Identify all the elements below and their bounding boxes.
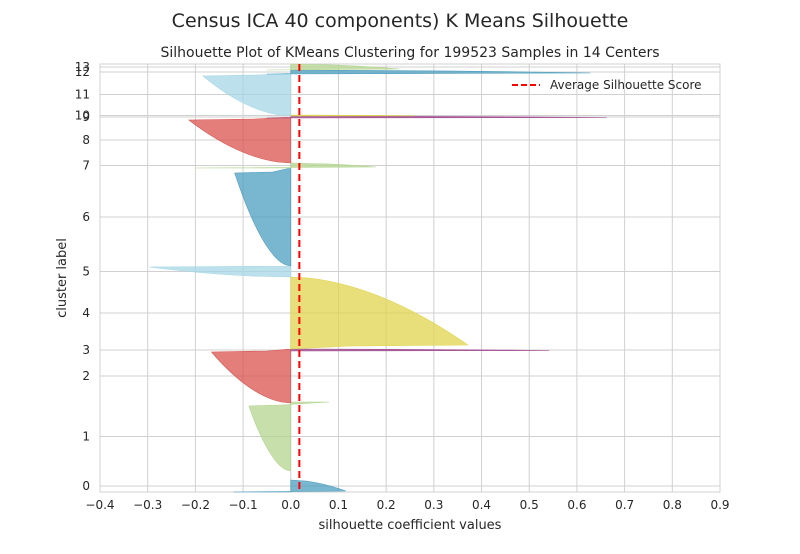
y-tick-label: 7 [82,159,90,173]
cluster-4-silhouette [290,276,469,350]
x-tick-label: 0.0 [281,498,300,512]
x-tick-label: 0.3 [424,498,443,512]
x-tick-label: 0.2 [377,498,396,512]
y-tick-label: 0 [82,479,90,493]
x-tick-label: −0.4 [85,498,114,512]
y-tick-label: 9 [82,110,90,124]
y-tick-label: 5 [82,265,90,279]
chart-title: Silhouette Plot of KMeans Clustering for… [161,45,660,61]
x-tick-label: 0.8 [663,498,682,512]
y-tick-label: 2 [82,369,90,383]
cluster-5-silhouette [149,265,292,278]
cluster-8-silhouette [188,116,292,164]
x-tick-label: −0.3 [133,498,162,512]
x-axis-label: silhouette coefficient values [319,518,502,533]
x-tick-label: −0.2 [181,498,210,512]
y-tick-label: 13 [75,60,90,74]
y-axis-label: cluster label [55,238,70,318]
x-tick-label: 0.5 [520,498,539,512]
x-tick-label: 0.9 [710,498,729,512]
cluster-2-silhouette [210,348,292,404]
y-tick-label: 12 [75,65,90,79]
legend: Average Silhouette Score [512,78,702,92]
y-tick-label: 10 [75,109,90,123]
cluster-11-silhouette [202,72,292,117]
y-tick-label: 1 [82,430,90,444]
cluster-silhouettes [149,63,607,493]
legend-label: Average Silhouette Score [550,78,702,92]
x-tick-label: −0.1 [229,498,258,512]
figure-suptitle: Census ICA 40 components) K Means Silhou… [172,10,629,32]
y-tick-label: 6 [82,210,90,224]
x-tick-label: 0.4 [472,498,491,512]
cluster-1-silhouette [248,401,329,472]
x-tick-labels: −0.4 −0.3 −0.2 −0.1 0.0 0.1 0.2 0.3 0.4 0.5 0.6 0.7… [85,498,729,512]
y-tick-label: 3 [82,343,90,357]
cluster-6-silhouette [234,167,292,267]
plot-area [99,63,721,493]
y-tick-label: 8 [82,133,90,147]
y-tick-label: 11 [75,88,90,102]
x-tick-label: 0.1 [329,498,348,512]
x-tick-label: 0.6 [567,498,586,512]
cluster-0-silhouette [233,479,346,493]
y-tick-label: 4 [82,306,90,320]
x-tick-label: 0.7 [615,498,634,512]
